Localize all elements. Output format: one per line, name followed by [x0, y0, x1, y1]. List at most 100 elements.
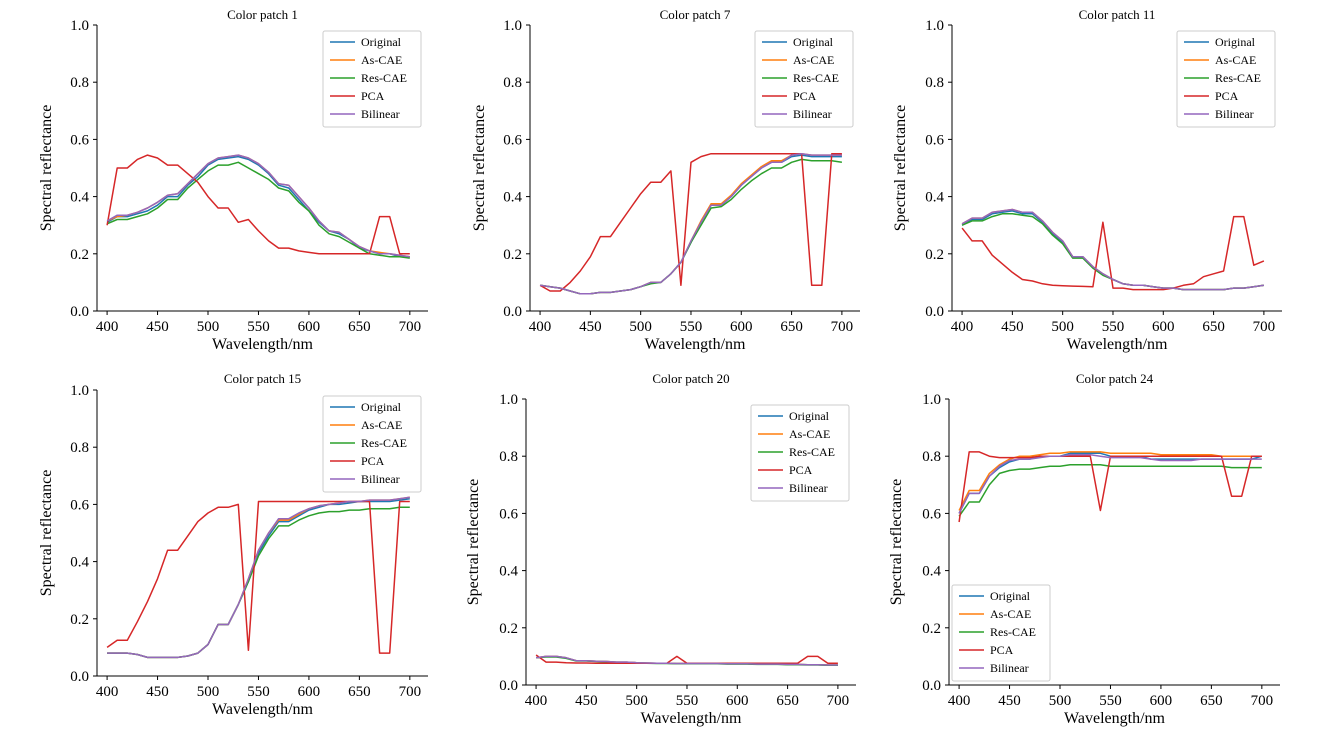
legend-label: Bilinear [793, 107, 832, 121]
x-tick-label: 400 [96, 684, 119, 700]
x-tick-label: 550 [1099, 693, 1122, 709]
series-line-res-cae [958, 464, 1262, 517]
y-tick-label: 0.6 [503, 132, 522, 148]
y-tick-label: 0.2 [925, 247, 944, 263]
y-tick-label: 0.0 [503, 304, 522, 320]
x-axis-label: Wavelength/nm [1064, 710, 1165, 727]
x-axis-label: Wavelength/nm [641, 710, 742, 727]
x-tick-label: 400 [529, 319, 552, 335]
x-axis-label: Wavelength/nm [1067, 336, 1168, 353]
legend-label: Original [789, 409, 830, 423]
y-tick-label: 0.6 [70, 132, 89, 148]
y-tick-label: 0.6 [925, 132, 944, 148]
series-line-res-cae [107, 506, 410, 659]
y-tick-label: 0.4 [499, 564, 518, 580]
series-line-pca [106, 154, 410, 255]
legend-label: Original [793, 35, 834, 49]
y-tick-label: 0.4 [925, 190, 944, 206]
legend-label: Bilinear [1215, 107, 1254, 121]
legend-label: As-CAE [990, 607, 1031, 621]
y-tick-label: 0.8 [70, 440, 89, 456]
legend-label: As-CAE [793, 53, 834, 67]
chart-title: Color patch 15 [224, 371, 301, 386]
x-tick-label: 500 [625, 693, 648, 709]
chart-panel-1: Color patch 1 0.0 0.2 0.4 0.6 0.8 1.0 400 450 500… [38, 7, 428, 353]
y-axis-label: Spectral reflectance [892, 105, 909, 232]
chart-panel-3: Color patch 11 0.0 0.2 0.4 0.6 0.8 1.0 400 450 50… [892, 7, 1282, 353]
legend-label: Res-CAE [361, 436, 407, 450]
y-tick-label: 0.8 [925, 75, 944, 91]
x-tick-label: 400 [948, 693, 971, 709]
series-line-bilinear [961, 208, 1265, 291]
y-tick-label: 0.6 [499, 506, 518, 522]
y-tick-label: 0.2 [70, 612, 89, 628]
legend-label: Res-CAE [793, 71, 839, 85]
x-axis-label: Wavelength/nm [645, 336, 746, 353]
legend: Original As-CAE Res-CAE PCA Bilinear [951, 584, 1051, 682]
x-tick-label: 700 [827, 693, 850, 709]
x-tick-label: 450 [1001, 319, 1024, 335]
y-tick-label: 1.0 [503, 18, 522, 34]
y-tick-label: 0.6 [922, 506, 941, 522]
x-tick-label: 550 [247, 684, 270, 700]
y-tick-label: 0.8 [503, 75, 522, 91]
legend-label: Res-CAE [1215, 71, 1261, 85]
y-tick-label: 0.4 [922, 564, 941, 580]
chart-title: Color patch 20 [652, 371, 729, 386]
x-tick-label: 650 [348, 684, 371, 700]
x-tick-label: 550 [247, 319, 270, 335]
legend-box [322, 395, 422, 493]
series-line-original [539, 154, 842, 295]
series-line-as-cae [107, 496, 410, 659]
x-tick-label: 400 [525, 693, 548, 709]
y-tick-label: 0.0 [499, 678, 518, 694]
legend-box [754, 30, 854, 128]
x-tick-label: 600 [298, 319, 321, 335]
legend-label: Res-CAE [789, 445, 835, 459]
x-tick-label: 600 [1150, 693, 1173, 709]
y-axis-label: Spectral reflectance [888, 479, 905, 606]
series-line-pca [961, 215, 1265, 291]
legend-label: As-CAE [1215, 53, 1256, 67]
series-line-pca [535, 654, 838, 665]
y-tick-label: 0.8 [499, 449, 518, 465]
legend-label: Bilinear [789, 481, 828, 495]
x-tick-label: 400 [951, 319, 974, 335]
y-tick-label: 0.2 [70, 247, 89, 263]
legend-label: PCA [990, 643, 1014, 657]
chart-title: Color patch 1 [227, 7, 298, 22]
legend-label: Res-CAE [990, 625, 1036, 639]
legend-label: PCA [1215, 89, 1239, 103]
x-tick-label: 500 [629, 319, 652, 335]
series-line-as-cae [958, 451, 1262, 511]
x-tick-label: 700 [399, 319, 422, 335]
legend-label: Bilinear [990, 661, 1029, 675]
series-line-res-cae [106, 161, 410, 259]
series-line-as-cae [961, 208, 1265, 291]
y-tick-label: 0.0 [70, 304, 89, 320]
y-tick-label: 0.6 [70, 497, 89, 513]
legend-label: PCA [361, 89, 385, 103]
y-axis-label: Spectral reflectance [471, 105, 488, 232]
x-tick-label: 600 [1152, 319, 1175, 335]
legend-label: PCA [361, 454, 385, 468]
y-axis-label: Spectral reflectance [38, 105, 55, 232]
series-line-original [106, 155, 410, 258]
y-axis-label: Spectral reflectance [465, 479, 482, 606]
legend-label: Original [361, 400, 402, 414]
series-line-as-cae [539, 152, 842, 295]
x-tick-label: 450 [579, 319, 602, 335]
x-tick-label: 500 [1049, 693, 1072, 709]
x-tick-label: 400 [96, 319, 119, 335]
legend-box [322, 30, 422, 128]
x-tick-label: 700 [831, 319, 854, 335]
chart-title: Color patch 7 [660, 7, 731, 22]
chart-panel-5: Color patch 20 0.0 0.2 0.4 0.6 0.8 1.0 400 450 50… [465, 371, 856, 727]
x-tick-label: 700 [1253, 319, 1276, 335]
y-tick-label: 0.2 [499, 621, 518, 637]
legend-label: Bilinear [361, 472, 400, 486]
chart-panel-4: Color patch 15 0.0 0.2 0.4 0.6 0.8 1.0 400 450 50… [38, 371, 428, 718]
legend-box [951, 584, 1051, 682]
x-tick-label: 500 [197, 319, 220, 335]
